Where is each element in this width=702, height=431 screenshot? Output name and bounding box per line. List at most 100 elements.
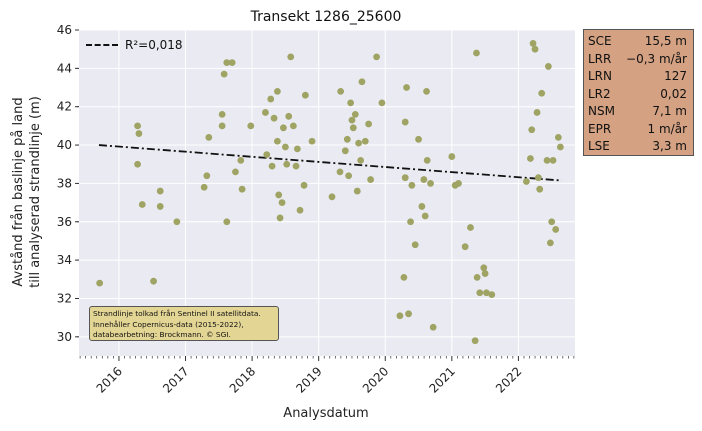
data-point [418, 203, 426, 210]
data-point [548, 218, 556, 226]
data-point [351, 110, 359, 118]
stat-key: SCE [588, 34, 612, 48]
data-point [347, 99, 355, 107]
data-point [205, 133, 213, 141]
data-point [283, 160, 291, 168]
stat-key: LRN [588, 69, 612, 83]
data-point [407, 218, 414, 226]
stat-value: 0,02 [660, 86, 687, 101]
data-point [328, 193, 336, 201]
stat-key: LR2 [588, 86, 611, 101]
data-point [203, 172, 211, 180]
data-point [267, 95, 275, 103]
data-point [296, 206, 304, 214]
data-point [218, 110, 226, 118]
data-point [345, 172, 353, 180]
stat-row-lr2: LR2 0,02 [588, 86, 689, 104]
data-point [138, 201, 146, 208]
data-point [476, 289, 484, 297]
legend: R²=0,018 [86, 38, 183, 52]
y-tick-label: 40 [57, 138, 72, 152]
stat-row-nsm: NSM 7,1 m [588, 103, 689, 121]
data-point [408, 181, 416, 189]
data-point [308, 137, 316, 145]
data-point [415, 135, 422, 143]
data-point [270, 114, 278, 122]
data-point [268, 162, 276, 170]
data-point [467, 224, 474, 231]
y-tick-label: 36 [57, 215, 72, 229]
credit-line-1: Strandlinje tolkad från Sentinel II sate… [93, 309, 261, 318]
data-point [173, 218, 181, 226]
data-point [481, 270, 489, 277]
data-point [401, 118, 409, 126]
stat-value: 1 m/år [647, 121, 687, 136]
data-point [232, 168, 239, 176]
data-point [546, 239, 554, 247]
statistics-box: SCE 15,5 m LRR −0,3 m/år LRN 127 LR2 0,02 NS… [583, 29, 694, 156]
data-point [276, 214, 284, 222]
data-point [488, 291, 496, 299]
y-tick-label: 42 [57, 100, 72, 114]
stat-key: EPR [588, 121, 612, 136]
data-point [274, 137, 281, 145]
data-point [528, 126, 536, 134]
x-tick-label: 2017 [160, 364, 191, 395]
data-point [396, 312, 404, 320]
stat-row-lrr: LRR −0,3 m/år [588, 51, 689, 69]
data-point [156, 203, 164, 210]
data-point [357, 157, 365, 164]
x-axis-title: Analysdatum [283, 406, 368, 421]
stat-value: 7,1 m [652, 104, 687, 118]
data-point [274, 87, 281, 95]
data-point [223, 218, 231, 226]
data-point [367, 176, 375, 183]
data-point [483, 289, 490, 297]
data-point [353, 187, 361, 195]
x-tick-label: 2018 [227, 364, 258, 395]
data-point [348, 116, 356, 124]
data-point [247, 122, 255, 130]
data-point [461, 243, 469, 251]
data-point [378, 99, 386, 107]
data-point [337, 87, 345, 95]
credit-line-2: Innehåller Copernicus-data (2015-2022), [93, 319, 244, 329]
data-point [448, 153, 456, 160]
data-point [361, 137, 369, 145]
data-point [405, 310, 412, 318]
data-point [473, 49, 480, 57]
data-point [455, 180, 462, 187]
data-point [529, 40, 537, 47]
data-point [429, 323, 437, 331]
data-point [538, 89, 546, 97]
data-point [156, 187, 164, 195]
data-point [534, 174, 542, 182]
data-point [471, 337, 479, 345]
y-tick-label: 34 [57, 253, 72, 267]
stat-value: −0,3 m/år [626, 51, 687, 66]
data-point [287, 53, 295, 61]
y-tick-label: 38 [57, 176, 72, 190]
data-point [223, 59, 231, 66]
data-point [358, 78, 366, 86]
data-point [355, 139, 363, 147]
data-point [292, 162, 300, 170]
stat-key: NSM [588, 104, 615, 118]
stat-row-epr: EPR 1 m/år [588, 121, 689, 139]
data-point [218, 122, 226, 130]
x-tick-label: 2020 [360, 364, 391, 395]
data-point [263, 151, 271, 159]
data-point [237, 157, 245, 164]
data-point [150, 277, 157, 285]
stat-row-sce: SCE 15,5 m [588, 33, 689, 51]
data-point [421, 212, 429, 220]
stat-value: 15,5 m [644, 34, 687, 48]
legend-label: R²=0,018 [125, 38, 183, 52]
stat-value: 127 [664, 69, 687, 83]
legend-line-swatch [86, 44, 118, 46]
stat-key: LSE [588, 139, 610, 153]
data-point [536, 185, 544, 193]
data-point [336, 168, 344, 176]
data-point [228, 59, 236, 66]
data-point [200, 183, 208, 191]
